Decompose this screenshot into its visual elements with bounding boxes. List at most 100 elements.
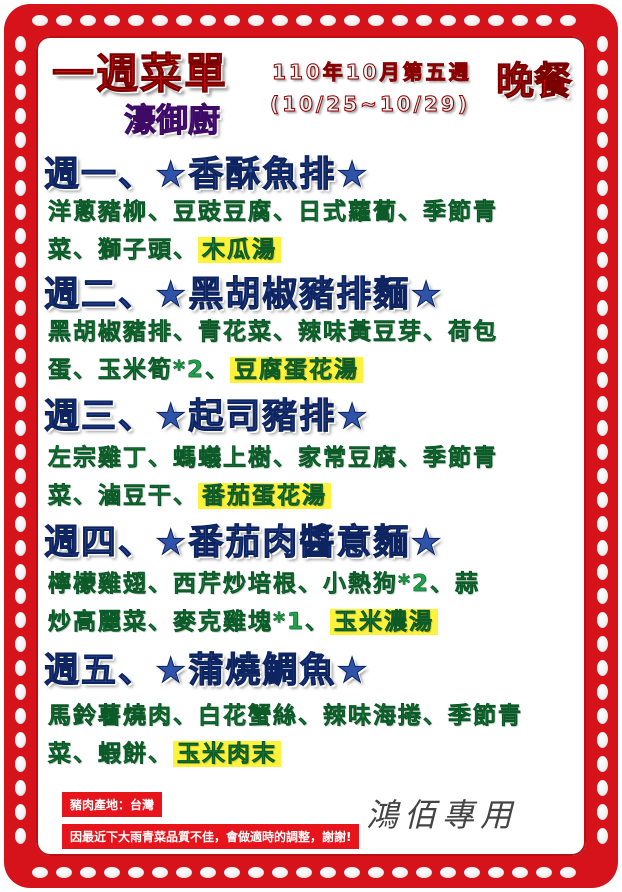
marquee-bulb: [596, 588, 608, 604]
soup-thursday: 玉米濃湯: [330, 609, 439, 635]
marquee-bulb: [596, 636, 608, 652]
dish-list: 菜、蝦餅、: [48, 741, 173, 768]
marquee-bulb: [368, 14, 384, 26]
day-heading-wednesday: 週三、★起司豬排★: [44, 397, 370, 438]
marquee-bulb: [14, 324, 26, 340]
marquee-bulb: [488, 14, 504, 26]
marquee-bulb: [596, 204, 608, 220]
marquee-bulb: [596, 684, 608, 700]
marquee-bulb: [176, 866, 192, 878]
marquee-bulb: [14, 636, 26, 652]
marquee-bulb: [14, 468, 26, 484]
soup-monday: 木瓜湯: [198, 237, 281, 263]
marquee-bulb: [14, 276, 26, 292]
dish-line-monday-1: 洋蔥豬柳、豆豉豆腐、日式蘿蔔、季節青: [48, 199, 498, 226]
dish-line-tuesday-2: 蛋、玉米筍*2、 豆腐蛋花湯: [48, 350, 364, 384]
marquee-bulb: [596, 828, 608, 844]
dish-line-thursday-1: 檸檬雞翅、西芹炒培根、小熱狗*2、蒜: [48, 571, 481, 598]
menu-board: [36, 36, 586, 856]
vegetable-notice: 因最近下大雨青菜品質不佳，會做適時的調整，謝謝!: [62, 824, 360, 849]
marquee-bulb: [596, 156, 608, 172]
marquee-bulb: [14, 444, 26, 460]
marquee-bulb: [14, 348, 26, 364]
menu-title: 一週菜單: [51, 49, 229, 99]
marquee-bulb: [14, 660, 26, 676]
marquee-bulb: [14, 780, 26, 796]
marquee-bulb: [152, 14, 168, 26]
marquee-bulb: [14, 204, 26, 220]
day-heading-thursday: 週四、★番茄肉醬意麵★: [44, 523, 444, 564]
marquee-bulb: [14, 420, 26, 436]
marquee-bulb: [464, 866, 480, 878]
marquee-bulb: [272, 14, 288, 26]
marquee-bulb: [560, 14, 576, 26]
marquee-bulb: [440, 866, 456, 878]
marquee-bulb: [14, 708, 26, 724]
marquee-bulb: [224, 866, 240, 878]
dish-line-friday-1: 馬鈴薯燒肉、白花蟹絲、辣味海捲、季節青: [48, 703, 523, 730]
marquee-bulb: [176, 14, 192, 26]
marquee-bulb: [296, 866, 312, 878]
marquee-bulb: [536, 866, 552, 878]
marquee-bulb: [14, 804, 26, 820]
marquee-bulb: [296, 14, 312, 26]
marquee-bulb: [200, 866, 216, 878]
marquee-bulb: [596, 660, 608, 676]
marquee-bulb: [596, 36, 608, 52]
marquee-bulb: [596, 780, 608, 796]
marquee-bulb: [14, 372, 26, 388]
marquee-bulb: [320, 866, 336, 878]
marquee-frame: [4, 4, 618, 888]
marquee-bulb: [14, 228, 26, 244]
kitchen-name: 濠御廚: [123, 101, 221, 140]
soup-friday: 玉米肉末: [173, 741, 281, 767]
marquee-bulb: [596, 516, 608, 532]
marquee-bulb: [14, 684, 26, 700]
marquee-bulb: [14, 492, 26, 508]
marquee-bulb: [200, 14, 216, 26]
marquee-bulb: [56, 14, 72, 26]
marquee-bulb: [56, 866, 72, 878]
marquee-bulb: [128, 14, 144, 26]
marquee-bulb: [596, 804, 608, 820]
marquee-bulb: [104, 866, 120, 878]
marquee-bulb: [248, 14, 264, 26]
marquee-bulb: [14, 732, 26, 748]
marquee-bulb: [14, 36, 26, 52]
marquee-bulb: [14, 588, 26, 604]
marquee-bulb: [596, 612, 608, 628]
day-heading-friday: 週五、★蒲燒鯛魚★: [44, 651, 370, 692]
marquee-bulb: [416, 14, 432, 26]
marquee-bulb: [560, 866, 576, 878]
dish-line-monday-2: 菜、獅子頭、 木瓜湯: [48, 230, 281, 264]
soup-tuesday: 豆腐蛋花湯: [230, 357, 364, 383]
marquee-bulb: [14, 756, 26, 772]
marquee-bulb: [152, 866, 168, 878]
dish-list: 蛋、玉米筍*2、: [48, 357, 231, 384]
marquee-bulb: [14, 396, 26, 412]
marquee-bulb: [488, 866, 504, 878]
marquee-bulb: [596, 540, 608, 556]
marquee-bulb: [392, 866, 408, 878]
marquee-bulb: [14, 132, 26, 148]
marquee-bulb: [596, 228, 608, 244]
marquee-bulb: [596, 492, 608, 508]
marquee-bulb: [416, 866, 432, 878]
marquee-bulb: [596, 132, 608, 148]
dish-line-friday-2: 菜、蝦餅、 玉米肉末: [48, 734, 281, 768]
marquee-bulb: [596, 324, 608, 340]
dish-list: 菜、滷豆干、: [48, 483, 198, 510]
marquee-bulb: [596, 420, 608, 436]
pork-origin-note: 豬肉產地：台灣: [62, 792, 163, 817]
marquee-bulb: [392, 14, 408, 26]
marquee-bulb: [14, 156, 26, 172]
marquee-bulb: [14, 300, 26, 316]
marquee-bulb: [464, 14, 480, 26]
marquee-bulb: [596, 732, 608, 748]
dish-line-wednesday-1: 左宗雞丁、螞蟻上樹、家常豆腐、季節青: [48, 445, 498, 472]
marquee-bulb: [512, 14, 528, 26]
marquee-bulb: [14, 828, 26, 844]
marquee-bulb: [596, 276, 608, 292]
marquee-bulb: [14, 564, 26, 580]
marquee-bulb: [512, 866, 528, 878]
